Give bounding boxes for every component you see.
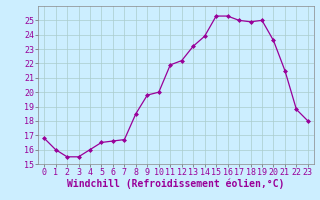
X-axis label: Windchill (Refroidissement éolien,°C): Windchill (Refroidissement éolien,°C) xyxy=(67,179,285,189)
